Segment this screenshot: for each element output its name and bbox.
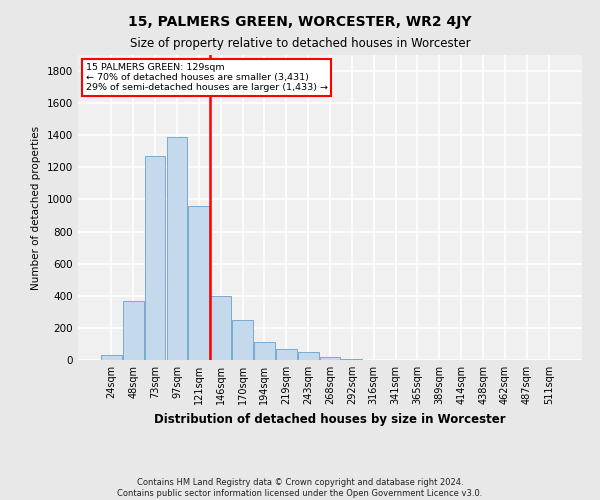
Bar bbox=[210, 296, 231, 360]
Bar bbox=[254, 342, 275, 360]
Bar bbox=[341, 359, 362, 360]
Bar bbox=[123, 300, 143, 360]
Text: Size of property relative to detached houses in Worcester: Size of property relative to detached ho… bbox=[130, 38, 470, 51]
Text: Contains HM Land Registry data © Crown copyright and database right 2024.
Contai: Contains HM Land Registry data © Crown c… bbox=[118, 478, 482, 498]
Text: 15, PALMERS GREEN, WORCESTER, WR2 4JY: 15, PALMERS GREEN, WORCESTER, WR2 4JY bbox=[128, 15, 472, 29]
Bar bbox=[320, 357, 340, 360]
Bar bbox=[101, 355, 122, 360]
X-axis label: Distribution of detached houses by size in Worcester: Distribution of detached houses by size … bbox=[154, 412, 506, 426]
Bar bbox=[298, 352, 319, 360]
Bar bbox=[276, 349, 296, 360]
Bar bbox=[145, 156, 166, 360]
Text: 15 PALMERS GREEN: 129sqm
← 70% of detached houses are smaller (3,431)
29% of sem: 15 PALMERS GREEN: 129sqm ← 70% of detach… bbox=[86, 62, 328, 92]
Bar bbox=[167, 137, 187, 360]
Y-axis label: Number of detached properties: Number of detached properties bbox=[31, 126, 41, 290]
Bar bbox=[232, 320, 253, 360]
Bar bbox=[188, 206, 209, 360]
